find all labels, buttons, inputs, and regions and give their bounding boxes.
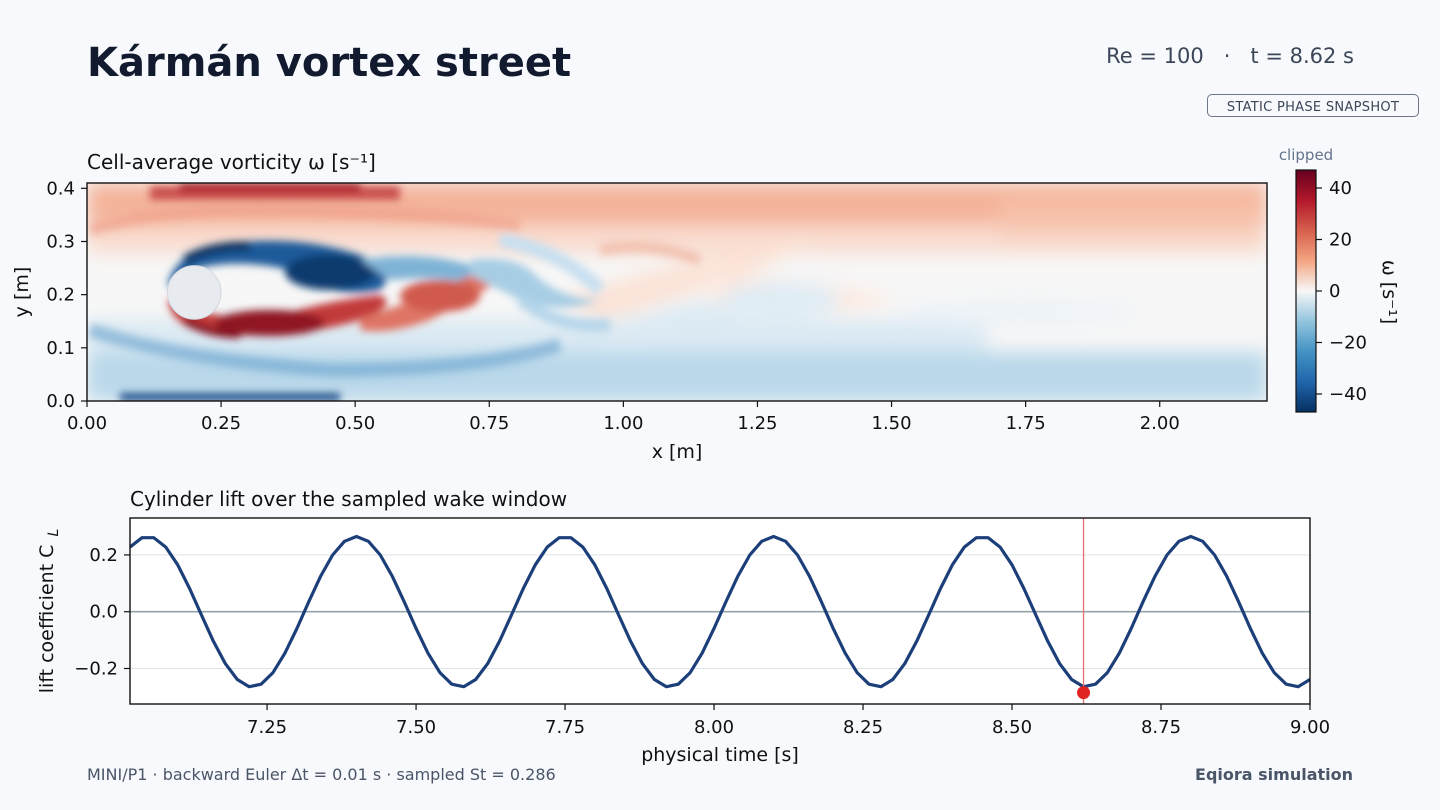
lift-x-tick-label: 7.75 [545, 717, 585, 738]
colorbar-tick-label: 0 [1329, 281, 1340, 302]
heatmap-y-tick-label: 0.2 [46, 285, 75, 306]
heatmap-y-tick-label: 0.3 [46, 231, 75, 252]
heatmap-x-axis: 0.00 0.25 0.50 0.75 1.00 1.25 1.50 1.75 2.00 [67, 401, 1180, 434]
lower-wall-strong [120, 393, 340, 401]
heatmap-y-tick-label: 0.1 [46, 338, 75, 359]
vorticity-field [87, 183, 1267, 401]
heatmap-y-label: y [m] [11, 267, 33, 318]
colorbar-tick-label: 40 [1329, 178, 1352, 199]
lift-x-tick-label: 8.25 [843, 717, 883, 738]
colorbar-tick-label: 20 [1329, 230, 1352, 251]
lift-y-tick-label: −0.2 [74, 659, 118, 680]
heatmap-x-tick-label: 0.25 [201, 413, 241, 434]
heatmap-x-tick-label: 0.50 [335, 413, 375, 434]
lift-y-tick-label: 0.0 [89, 602, 118, 623]
lift-x-tick-label: 7.25 [247, 717, 287, 738]
heatmap-y-tick-label: 0.4 [46, 178, 75, 199]
heatmap-x-tick-label: 1.75 [1006, 413, 1046, 434]
heatmap-x-tick-label: 1.25 [737, 413, 777, 434]
footer-brand: Eqiora simulation [1195, 765, 1353, 784]
lift-x-axis: 7.25 7.50 7.75 8.00 8.25 8.50 8.75 9.00 [247, 704, 1330, 738]
lift-y-tick-label: 0.2 [89, 545, 118, 566]
run-info: Re = 100 · t = 8.62 s [1106, 44, 1354, 68]
lift-x-tick-label: 8.00 [694, 717, 734, 738]
colorbar-tick-label: −20 [1329, 332, 1367, 353]
lift-x-tick-label: 8.75 [1141, 717, 1181, 738]
current-time-marker [1077, 686, 1091, 700]
heatmap-x-tick-label: 1.00 [603, 413, 643, 434]
heatmap-x-tick-label: 0.75 [469, 413, 509, 434]
footer-method-info: MINI/P1 · backward Euler Δt = 0.01 s · s… [87, 765, 556, 784]
heatmap-frame [86, 182, 1268, 402]
lift-frame [129, 517, 1311, 705]
cylinder [167, 265, 222, 320]
heatmap-y-tick-label: 0.0 [46, 391, 75, 412]
heatmap-x-tick-label: 0.00 [67, 413, 107, 434]
lift-y-label: lift coefficient C L [36, 529, 62, 694]
snapshot-badge: STATIC PHASE SNAPSHOT [1207, 94, 1419, 117]
colorbar-note: clipped [1279, 146, 1333, 164]
colorbar-label: ω [s⁻¹] [1378, 260, 1400, 324]
heatmap-title: Cell-average vorticity ω [s⁻¹] [87, 150, 376, 174]
lift-x-tick-label: 8.50 [992, 717, 1032, 738]
colorbar [1295, 169, 1317, 413]
lift-x-tick-label: 9.00 [1290, 717, 1330, 738]
lift-x-label: physical time [s] [641, 744, 799, 766]
heatmap-x-label: x [m] [652, 441, 703, 463]
page-title: Kármán vortex street [87, 40, 572, 86]
heatmap-y-axis: 0.0 0.1 0.2 0.3 0.4 [46, 178, 87, 412]
lift-title: Cylinder lift over the sampled wake wind… [130, 487, 567, 511]
lift-x-tick-label: 7.50 [396, 717, 436, 738]
lift-y-axis: 0.2 0.0 −0.2 [74, 545, 130, 680]
colorbar-ticks: 40 20 0 −20 −40 [1316, 178, 1367, 405]
lift-series-line [130, 534, 1310, 689]
colorbar-tick-label: −40 [1329, 384, 1367, 405]
heatmap-x-tick-label: 2.00 [1140, 413, 1180, 434]
heatmap-x-tick-label: 1.50 [872, 413, 912, 434]
